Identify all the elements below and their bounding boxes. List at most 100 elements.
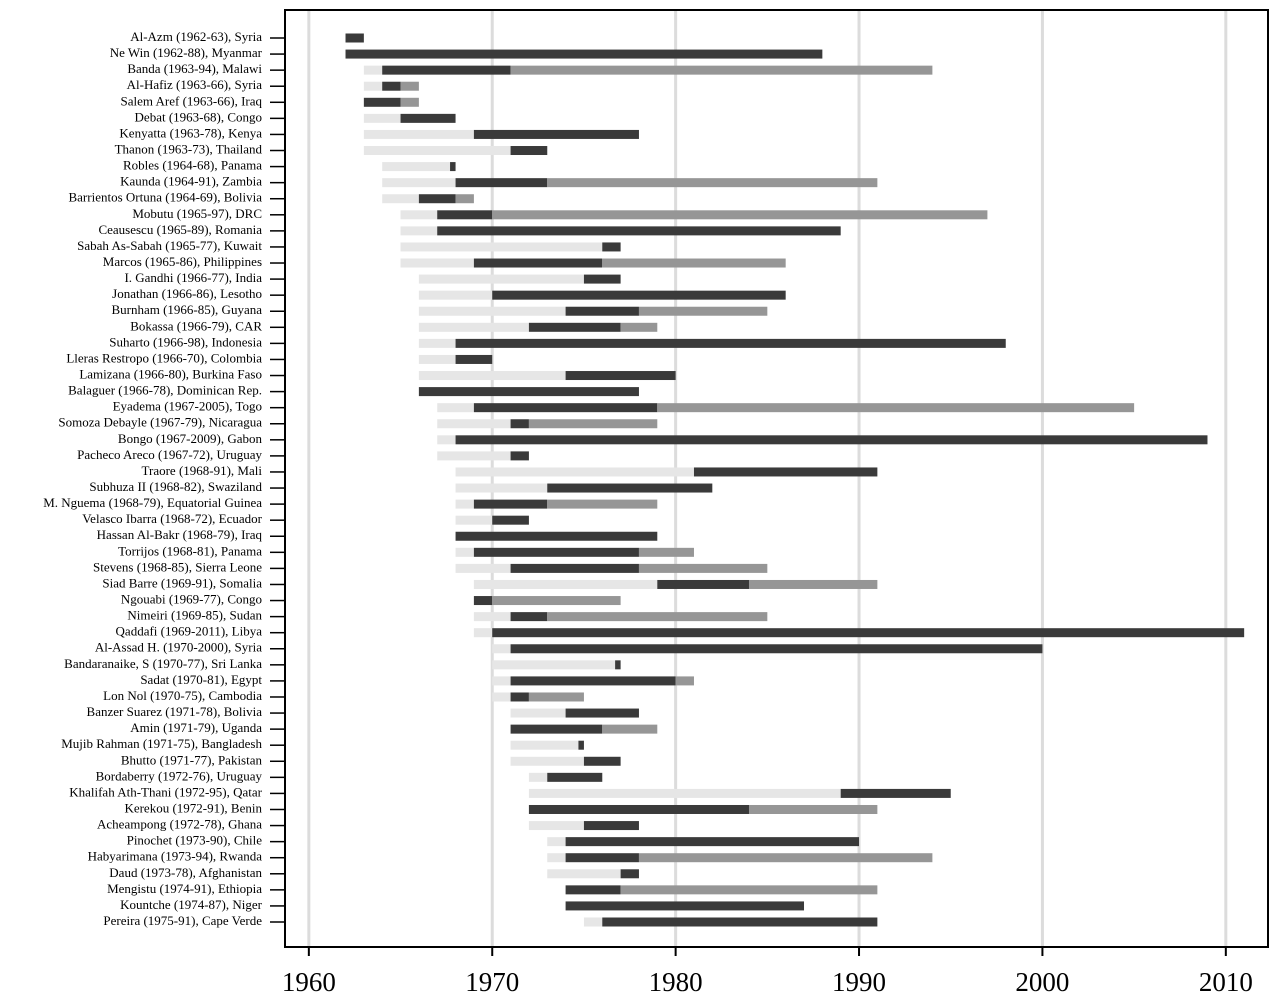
bar-segment <box>492 596 621 606</box>
bar-segment <box>418 354 456 364</box>
bar-segment <box>565 306 639 316</box>
category-label: Subhuza II (1968-82), Swaziland <box>89 479 262 494</box>
bar-segment <box>455 435 1208 445</box>
bar-segment <box>602 917 878 927</box>
category-label: Bandaranaike, S (1970-77), Sri Lanka <box>64 656 262 671</box>
category-label: Balaguer (1966-78), Dominican Rep. <box>68 383 262 398</box>
bar-segment <box>602 242 621 252</box>
bar-segment <box>492 644 511 654</box>
bar-segment <box>638 547 694 557</box>
bar-segment <box>510 692 529 702</box>
category-label: Bongo (1967-2009), Gabon <box>118 431 263 446</box>
bar-segment <box>565 901 805 911</box>
bar-segment <box>547 178 878 188</box>
bar-segment <box>400 258 474 268</box>
bar-segment <box>547 612 768 622</box>
category-label: Mujib Rahman (1971-75), Bangladesh <box>61 736 262 751</box>
category-label: Amin (1971-79), Uganda <box>130 720 262 735</box>
bar-segment <box>473 258 603 268</box>
bar-segment <box>418 322 529 332</box>
bar-segment <box>345 49 823 59</box>
category-label: Traore (1968-91), Mali <box>142 463 263 478</box>
category-label: Barrientos Ortuna (1964-69), Bolivia <box>68 190 262 205</box>
bar-segment <box>418 338 456 348</box>
bar-segment <box>418 290 493 300</box>
category-label: Torrijos (1968-81), Panama <box>118 543 262 558</box>
category-label: Suharto (1966-98), Indonesia <box>109 334 262 349</box>
bar-segment <box>382 81 401 91</box>
category-label: Banzer Suarez (1971-78), Bolivia <box>87 704 263 719</box>
bar-segment <box>510 740 579 750</box>
plot-frame <box>284 9 1269 948</box>
bar-segment <box>455 178 548 188</box>
bar-segment <box>510 756 584 766</box>
category-label: Salem Aref (1963-66), Iraq <box>120 93 262 108</box>
bar-segment <box>363 97 401 107</box>
bar-segment <box>455 354 493 364</box>
bar-segment <box>363 146 511 156</box>
category-label: Hassan Al-Bakr (1968-79), Iraq <box>97 527 263 542</box>
bar-segment <box>382 162 451 172</box>
bar-segment <box>437 403 474 413</box>
bar-segment <box>547 869 621 879</box>
bar-segment <box>363 113 401 123</box>
bar-segment <box>510 676 676 686</box>
bar-segment <box>492 515 529 525</box>
category-label: Ngouabi (1969-77), Congo <box>121 592 262 607</box>
category-label: Lon Nol (1970-75), Cambodia <box>103 688 262 703</box>
bar-segment <box>547 837 566 847</box>
bar-segment <box>437 226 841 236</box>
bar-segment <box>400 242 603 252</box>
bar-segment <box>583 821 639 831</box>
bar-segment <box>418 194 456 204</box>
category-label: Ne Win (1962-88), Myanmar <box>110 45 263 60</box>
category-label: Acheampong (1972-78), Ghana <box>97 817 262 832</box>
category-label: Al-Azm (1962-63), Syria <box>130 29 262 44</box>
bar-segment <box>510 644 1043 654</box>
category-label: Bhutto (1971-77), Pakistan <box>121 752 263 767</box>
bar-segment <box>437 419 511 429</box>
category-label: Daud (1973-78), Afghanistan <box>109 865 262 880</box>
bar-segment <box>455 194 474 204</box>
category-label: Velasco Ibarra (1968-72), Ecuador <box>82 511 262 526</box>
bar-segment <box>638 853 933 863</box>
category-label: Mengistu (1974-91), Ethiopia <box>107 881 262 896</box>
bar-segment <box>437 435 456 445</box>
x-tick-label: 1970 <box>465 967 519 997</box>
bar-segment <box>510 563 639 573</box>
category-label: Mobutu (1965-97), DRC <box>132 206 262 221</box>
bar-segment <box>400 226 438 236</box>
category-label: Pacheco Areco (1967-72), Uruguay <box>77 447 262 462</box>
x-tick-label: 1960 <box>282 967 336 997</box>
bar-segment <box>748 579 878 589</box>
bar-segment <box>657 579 749 589</box>
bar-segment <box>583 274 621 284</box>
bar-segment <box>693 467 878 477</box>
bar-segment <box>620 322 658 332</box>
bar-segment <box>565 708 639 718</box>
bar-segment <box>418 306 566 316</box>
bar-segment <box>510 451 529 461</box>
bar-segment <box>565 837 860 847</box>
category-label: I. Gandhi (1966-77), India <box>124 270 262 285</box>
bar-segment <box>565 853 639 863</box>
category-label: Thanon (1963-73), Thailand <box>115 141 263 156</box>
bar-segment <box>473 579 658 589</box>
bar-segment <box>455 338 1006 348</box>
category-label: Pinochet (1973-90), Chile <box>127 833 263 848</box>
bar-segment <box>675 676 694 686</box>
bar-segment <box>492 692 511 702</box>
category-label: Kountche (1974-87), Niger <box>120 897 263 912</box>
category-label: Robles (1964-68), Panama <box>123 158 262 173</box>
bar-segment <box>583 917 603 927</box>
bar-segment <box>455 531 658 541</box>
bar-segment <box>492 628 1245 638</box>
bar-segment <box>455 467 694 477</box>
category-label: Stevens (1968-85), Sierra Leone <box>93 559 262 574</box>
bar-segment <box>400 81 419 91</box>
bar-segment <box>657 403 1135 413</box>
x-tick-label: 2000 <box>1015 967 1069 997</box>
category-label: Kaunda (1964-91), Zambia <box>120 174 262 189</box>
bar-segment <box>473 499 548 509</box>
bar-segment <box>638 563 768 573</box>
